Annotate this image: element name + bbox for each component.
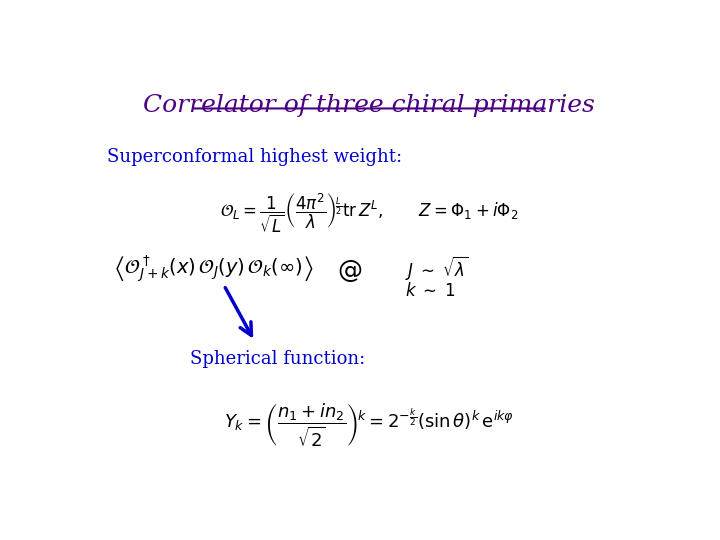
Text: Spherical function:: Spherical function: <box>190 349 366 368</box>
Text: $\mathcal{O}_L = \dfrac{1}{\sqrt{L}} \left( \dfrac{4\pi^2}{\lambda} \right)^{\!\: $\mathcal{O}_L = \dfrac{1}{\sqrt{L}} \le… <box>220 192 518 235</box>
Text: $@$: $@$ <box>337 258 362 284</box>
Text: $k \;\sim\; 1$: $k \;\sim\; 1$ <box>405 282 456 300</box>
Text: Superconformal highest weight:: Superconformal highest weight: <box>107 148 402 166</box>
Text: Correlator of three chiral primaries: Correlator of three chiral primaries <box>143 94 595 117</box>
Text: $Y_k = \left( \dfrac{n_1 + i n_2}{\sqrt{2}} \right)^{\!k} = 2^{-\frac{k}{2}} (\s: $Y_k = \left( \dfrac{n_1 + i n_2}{\sqrt{… <box>224 402 514 449</box>
Text: $J \;\sim\; \sqrt{\lambda}$: $J \;\sim\; \sqrt{\lambda}$ <box>405 254 469 282</box>
Text: $\left\langle \mathcal{O}^\dagger_{J+k}(x)\, \mathcal{O}_J(y)\, \mathcal{O}_k(\i: $\left\langle \mathcal{O}^\dagger_{J+k}(… <box>112 254 313 285</box>
